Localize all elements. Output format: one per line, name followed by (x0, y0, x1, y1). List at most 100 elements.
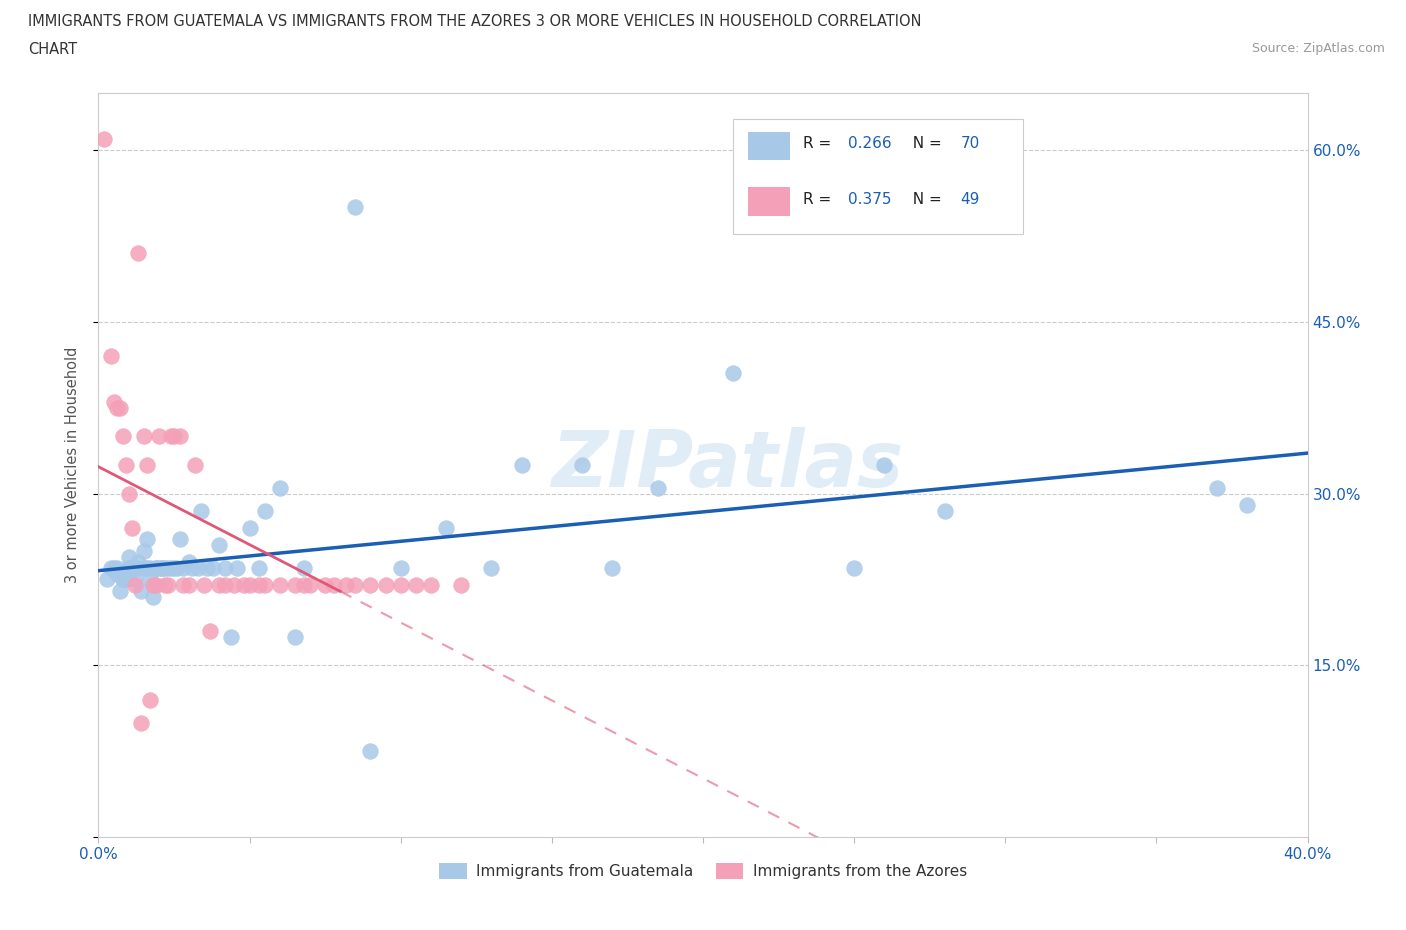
Text: 0.266: 0.266 (848, 136, 891, 151)
Point (93, 131, 115, 146)
Point (314, 578, 336, 592)
Point (292, 561, 315, 576)
Point (195, 561, 218, 576)
Point (166, 561, 188, 576)
Point (145, 561, 167, 576)
Point (132, 561, 155, 576)
Point (934, 503, 956, 518)
Point (150, 561, 173, 576)
Point (96, 572, 118, 587)
Text: Source: ZipAtlas.com: Source: ZipAtlas.com (1251, 42, 1385, 55)
Point (163, 429, 186, 444)
Point (139, 692, 162, 707)
Point (187, 561, 209, 576)
Point (723, 366, 745, 381)
Point (142, 578, 165, 592)
Point (163, 561, 186, 576)
Point (647, 481, 669, 496)
Point (135, 561, 157, 576)
Point (142, 590, 165, 604)
Point (121, 521, 143, 536)
Point (292, 578, 315, 592)
Point (434, 521, 457, 536)
Point (269, 578, 291, 592)
Point (232, 578, 254, 592)
Text: CHART: CHART (28, 42, 77, 57)
Text: N =: N = (903, 136, 946, 151)
Point (172, 578, 194, 592)
Point (299, 578, 322, 592)
Point (239, 521, 262, 536)
Point (100, 561, 122, 576)
Point (100, 349, 122, 364)
Point (405, 578, 427, 592)
Point (108, 400, 131, 415)
Point (873, 458, 896, 472)
Point (121, 561, 143, 576)
Point (105, 400, 128, 415)
Point (114, 458, 136, 472)
Point (145, 578, 167, 592)
Point (214, 578, 236, 592)
Point (284, 630, 307, 644)
Point (323, 578, 346, 592)
Point (202, 561, 225, 576)
Point (127, 246, 149, 260)
Text: 49: 49 (960, 192, 980, 206)
Point (193, 578, 215, 592)
Point (127, 561, 149, 576)
Point (114, 572, 136, 587)
Point (156, 578, 179, 592)
Point (200, 623, 222, 638)
Point (1236, 498, 1258, 512)
Point (127, 555, 149, 570)
Point (181, 561, 204, 576)
Point (118, 549, 141, 564)
Point (247, 561, 270, 576)
Legend: Immigrants from Guatemala, Immigrants from the Azores: Immigrants from Guatemala, Immigrants fr… (433, 857, 973, 885)
Point (208, 578, 231, 592)
Point (135, 458, 157, 472)
Point (160, 429, 183, 444)
Point (179, 555, 201, 570)
Point (111, 572, 134, 587)
Text: R =: R = (803, 192, 837, 206)
Point (239, 578, 262, 592)
Point (247, 578, 270, 592)
Point (253, 503, 276, 518)
Text: N =: N = (903, 192, 946, 206)
Point (284, 578, 307, 592)
Point (169, 532, 191, 547)
Point (132, 429, 155, 444)
Text: 70: 70 (960, 136, 980, 151)
Point (269, 481, 291, 496)
Point (124, 572, 146, 587)
Point (103, 394, 125, 409)
Point (360, 578, 382, 592)
Point (105, 561, 128, 576)
Point (111, 429, 134, 444)
Point (153, 578, 176, 592)
Point (190, 503, 212, 518)
Point (160, 561, 183, 576)
Point (118, 486, 141, 501)
Point (129, 583, 152, 598)
Text: IMMIGRANTS FROM GUATEMALA VS IMMIGRANTS FROM THE AZORES 3 OR MORE VEHICLES IN HO: IMMIGRANTS FROM GUATEMALA VS IMMIGRANTS … (28, 14, 921, 29)
Point (135, 532, 157, 547)
Point (1206, 481, 1229, 496)
Point (111, 572, 134, 587)
Bar (748, 188, 790, 216)
Point (148, 561, 170, 576)
Point (344, 578, 367, 592)
Point (344, 200, 367, 215)
Bar (748, 132, 790, 160)
Point (169, 429, 191, 444)
Point (156, 561, 179, 576)
Point (118, 561, 141, 576)
Point (129, 715, 152, 730)
Point (602, 561, 624, 576)
Point (360, 744, 382, 759)
Point (124, 578, 146, 592)
Point (226, 561, 249, 576)
Point (114, 572, 136, 587)
